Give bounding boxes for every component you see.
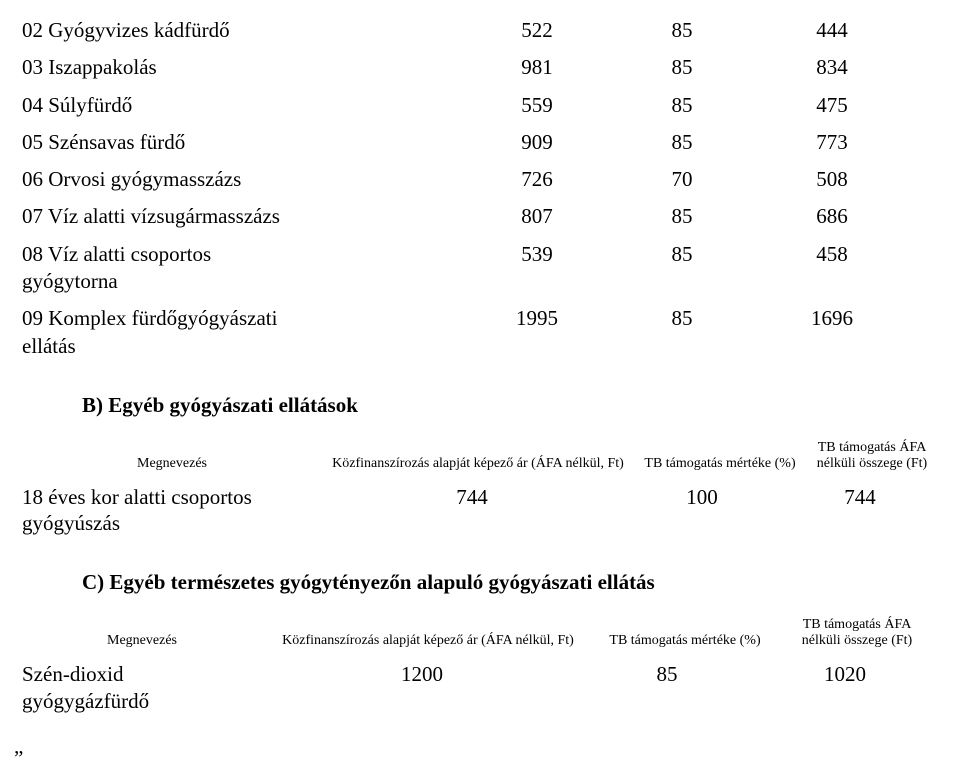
table-row: 05 Szénsavas fürdő 909 85 773 [22, 124, 938, 161]
row-value-percent: 85 [612, 18, 752, 43]
row-value-percent: 85 [612, 130, 752, 155]
row-value-support: 686 [752, 204, 912, 229]
row-value-price: 559 [462, 93, 612, 118]
row-name: 02 Gyógyvizes kádfürdő [22, 17, 462, 44]
row-value-percent: 85 [612, 55, 752, 80]
row-name: 18 éves kor alatti csoportos gyógyúszás [22, 484, 322, 537]
document-page: 02 Gyógyvizes kádfürdő 522 85 444 03 Isz… [0, 0, 960, 779]
row-value-price: 744 [322, 485, 622, 510]
table-row: 03 Iszappakolás 981 85 834 [22, 49, 938, 86]
row-value-price: 1200 [262, 662, 582, 687]
table-row: Szén-dioxid gyógygázfürdő 1200 85 1020 [22, 655, 938, 720]
column-header-percent: TB támogatás mértéke (%) [634, 456, 806, 472]
row-value-support: 773 [752, 130, 912, 155]
table-row: 02 Gyógyvizes kádfürdő 522 85 444 [22, 12, 938, 49]
table-row: 04 Súlyfürdő 559 85 475 [22, 87, 938, 124]
row-value-support: 444 [752, 18, 912, 43]
column-header-price: Közfinanszírozás alapját képező ár (ÁFA … [262, 633, 594, 649]
row-value-price: 1995 [462, 306, 612, 331]
column-header-percent: TB támogatás mértéke (%) [594, 633, 776, 649]
section-c-header-row: Megnevezés Közfinanszírozás alapját képe… [22, 613, 938, 655]
row-value-price: 726 [462, 167, 612, 192]
row-value-support: 475 [752, 93, 912, 118]
row-value-price: 981 [462, 55, 612, 80]
row-value-percent: 85 [612, 306, 752, 331]
table-row: 09 Komplex fürdőgyógyászati ellátás 1995… [22, 300, 938, 365]
table-row: 06 Orvosi gyógymasszázs 726 70 508 [22, 161, 938, 198]
section-b-title: B) Egyéb gyógyászati ellátások [82, 393, 938, 418]
row-value-support: 744 [782, 485, 938, 510]
table-row: 07 Víz alatti vízsugármasszázs 807 85 68… [22, 198, 938, 235]
trailing-quote-mark: „ [14, 734, 938, 759]
column-header-support: TB támogatás ÁFA nélküli összege (Ft) [776, 617, 938, 649]
row-value-price: 539 [462, 242, 612, 267]
table-row: 08 Víz alatti csoportos gyógytorna 539 8… [22, 236, 938, 301]
column-header-price: Közfinanszírozás alapját képező ár (ÁFA … [322, 456, 634, 472]
row-name: 05 Szénsavas fürdő [22, 129, 462, 156]
section-c-title: C) Egyéb természetes gyógytényezőn alapu… [82, 570, 938, 595]
row-value-support: 458 [752, 242, 912, 267]
row-value-support: 834 [752, 55, 912, 80]
column-header-support: TB támogatás ÁFA nélküli összege (Ft) [806, 440, 938, 472]
table-row: 18 éves kor alatti csoportos gyógyúszás … [22, 478, 938, 543]
column-header-name: Megnevezés [22, 456, 322, 472]
row-value-support: 1020 [752, 662, 938, 687]
row-value-percent: 85 [612, 204, 752, 229]
row-value-percent: 70 [612, 167, 752, 192]
column-header-name: Megnevezés [22, 633, 262, 649]
row-name: 06 Orvosi gyógymasszázs [22, 166, 462, 193]
row-value-support: 1696 [752, 306, 912, 331]
row-value-price: 522 [462, 18, 612, 43]
row-value-percent: 85 [612, 93, 752, 118]
row-value-percent: 85 [582, 662, 752, 687]
row-value-support: 508 [752, 167, 912, 192]
section-b-header-row: Megnevezés Közfinanszírozás alapját képe… [22, 436, 938, 478]
row-value-percent: 100 [622, 485, 782, 510]
row-name: 03 Iszappakolás [22, 54, 462, 81]
row-value-price: 807 [462, 204, 612, 229]
row-name: 08 Víz alatti csoportos gyógytorna [22, 241, 462, 296]
row-value-percent: 85 [612, 242, 752, 267]
row-name: 07 Víz alatti vízsugármasszázs [22, 203, 462, 230]
row-name: 04 Súlyfürdő [22, 92, 462, 119]
row-name: Szén-dioxid gyógygázfürdő [22, 661, 262, 714]
row-name: 09 Komplex fürdőgyógyászati ellátás [22, 305, 462, 360]
row-value-price: 909 [462, 130, 612, 155]
